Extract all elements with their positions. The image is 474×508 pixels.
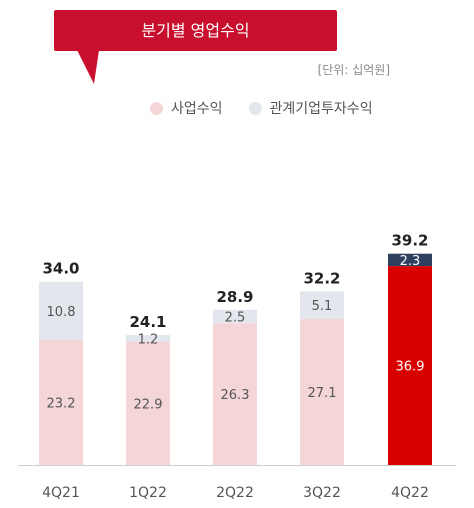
legend-item-equity: 관계기업투자수익: [248, 98, 373, 118]
x-tick-label-4q22: 4Q22: [391, 485, 429, 501]
data-label-equity-4q21: 10.8: [47, 305, 76, 320]
x-tick-label-4q21: 4Q21: [42, 485, 80, 501]
total-label-2q22: 28.9: [216, 288, 253, 306]
x-tick-label-3q22: 3Q22: [303, 485, 341, 501]
data-label-operating-3q22: 27.1: [308, 386, 337, 401]
unit-label: [단위: 십억원]: [317, 63, 390, 77]
legend-swatch-operating: [150, 101, 163, 115]
data-label-operating-1q22: 22.9: [134, 397, 163, 412]
bar-equity-2q22: [213, 309, 257, 324]
bar-equity-3q22: [300, 291, 344, 319]
x-tick-label-2q22: 2Q22: [216, 485, 254, 501]
legend: 사업수익 관계기업투자수익: [150, 98, 373, 118]
bar-operating-1q22: [126, 341, 170, 465]
data-label-equity-1q22: 1.2: [138, 332, 159, 347]
title-badge: [54, 10, 337, 51]
data-label-equity-2q22: 2.5: [225, 311, 246, 326]
data-label-operating-2q22: 26.3: [221, 388, 250, 403]
data-label-equity-4q22: 2.3: [400, 254, 421, 269]
legend-label-equity: 관계기업투자수익: [269, 101, 373, 117]
x-tick-label-1q22: 1Q22: [129, 485, 167, 501]
total-label-3q22: 32.2: [303, 269, 340, 287]
legend-swatch-equity: [248, 101, 262, 115]
bar-operating-4q22: [388, 266, 432, 465]
chart-title: 분기별 영업수익: [141, 21, 250, 40]
bar-operating-2q22: [213, 323, 257, 465]
data-label-equity-3q22: 5.1: [312, 299, 333, 314]
legend-item-operating: 사업수익: [150, 98, 223, 118]
bar-operating-3q22: [300, 318, 344, 465]
data-label-operating-4q21: 23.2: [47, 396, 76, 411]
total-label-4q22: 39.2: [391, 232, 428, 250]
data-label-operating-4q22: 36.9: [396, 360, 425, 375]
bar-equity-4q22: [388, 253, 432, 267]
total-label-1q22: 24.1: [129, 313, 166, 331]
bar-equity-4q21: [39, 281, 83, 340]
legend-label-operating: 사업수익: [171, 101, 223, 117]
bar-operating-4q21: [39, 339, 83, 465]
total-label-4q21: 34.0: [42, 260, 79, 278]
bar-equity-1q22: [126, 335, 170, 342]
